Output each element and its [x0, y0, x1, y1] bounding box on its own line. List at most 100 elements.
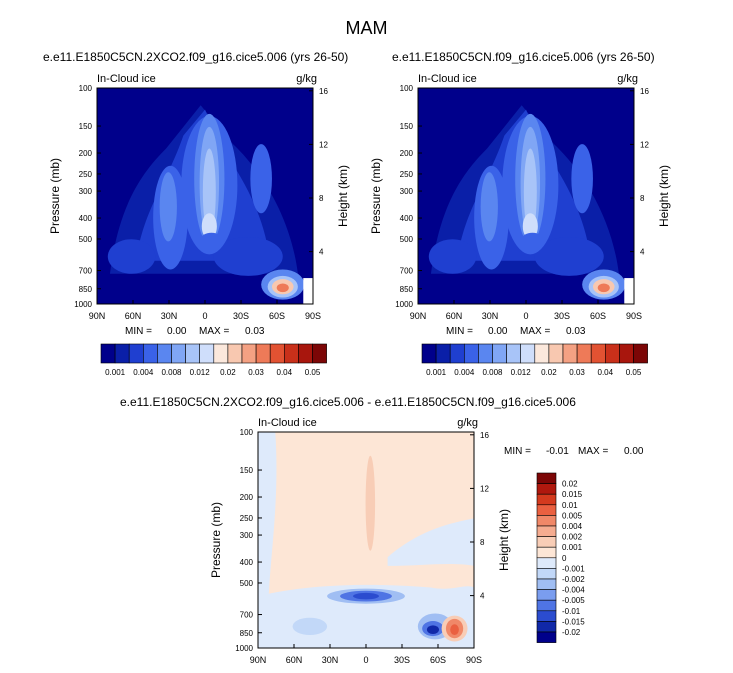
colorbar-swatch — [562, 343, 578, 364]
contour-neg-eq-3 — [353, 592, 379, 600]
x-tick-label: 30S — [394, 655, 410, 665]
colorbar-swatch — [536, 525, 557, 537]
colorbar-label: 0.015 — [562, 490, 583, 499]
colorbar-swatch — [536, 546, 557, 559]
min-label: MIN = — [446, 326, 473, 337]
colorbar-label: -0.01 — [562, 607, 581, 616]
colorbar-swatch — [590, 343, 606, 364]
colorbar-swatch — [185, 343, 201, 364]
colorbar-swatch — [269, 343, 285, 364]
panel-top-right: 90N 60N 30N 0 30S 60S 90S 100 150 200 250 300 400 500… — [369, 73, 671, 377]
x-tick-label: 60S — [590, 311, 606, 321]
max-label: MAX = — [199, 326, 229, 337]
figure-title: MAM — [345, 18, 388, 38]
pressure-tick-label: 500 — [400, 235, 414, 244]
colorbar-swatch — [536, 599, 557, 612]
colorbar-swatch — [241, 343, 257, 364]
contour-level-6 — [523, 148, 537, 235]
x-tick-label: 30S — [233, 311, 249, 321]
contour-northern-low — [428, 239, 477, 274]
colorbar-label: 0.03 — [569, 368, 585, 377]
pressure-tick-label: 850 — [240, 629, 254, 638]
contour-neg-nh-upper — [258, 432, 277, 601]
units-label: g/kg — [296, 73, 317, 85]
pressure-tick-label: 150 — [240, 466, 254, 475]
height-tick-label: 8 — [640, 194, 645, 203]
colorbar-swatch — [536, 536, 557, 548]
colorbar-swatch — [536, 483, 557, 495]
colorbar-swatch — [114, 343, 130, 364]
height-tick-label: 8 — [480, 538, 485, 547]
x-tick-label: 30N — [161, 311, 178, 321]
pressure-tick-label: 200 — [240, 493, 254, 502]
colorbar-label: 0.05 — [626, 368, 642, 377]
colorbar-swatch — [199, 343, 215, 364]
contour-level-7 — [201, 213, 217, 240]
variable-label: In-Cloud ice — [258, 417, 317, 429]
colorbar-swatch — [100, 343, 116, 364]
colorbar-label: 0.04 — [277, 368, 293, 377]
min-label: MIN = — [125, 326, 152, 337]
contour-level-6 — [202, 148, 216, 235]
contour-neg-sh-low-3 — [426, 625, 440, 634]
colorbar-swatch — [536, 472, 557, 484]
y2-axis-title: Height (km) — [336, 165, 350, 227]
colorbar-swatch — [536, 504, 557, 516]
colorbar-swatch — [536, 631, 557, 643]
max-label: MAX = — [520, 326, 550, 337]
colorbar-swatch — [576, 343, 592, 364]
contour-level-3-sh — [571, 144, 593, 214]
contour-level-7 — [522, 213, 538, 240]
colorbar-label: 0.02 — [562, 480, 578, 489]
pressure-tick-label: 150 — [79, 122, 93, 131]
pressure-tick-label: 700 — [240, 611, 254, 620]
colorbar-swatch — [283, 343, 299, 364]
height-tick-label: 4 — [480, 592, 485, 601]
height-tick-label: 12 — [319, 140, 328, 149]
max-value: 0.00 — [624, 446, 644, 457]
x-tick-label: 0 — [363, 655, 368, 665]
colorbar-swatch — [548, 343, 564, 364]
variable-label: In-Cloud ice — [418, 73, 477, 85]
height-tick-label: 16 — [640, 87, 649, 96]
colorbar-swatch — [534, 343, 550, 364]
height-tick-label: 16 — [319, 87, 328, 96]
pressure-tick-label: 400 — [79, 214, 93, 223]
x-tick-label: 90N — [89, 311, 106, 321]
contour-sh-max-4 — [276, 283, 289, 293]
colorbar-swatch — [171, 343, 186, 364]
pressure-tick-label: 1000 — [74, 300, 92, 309]
max-value: 0.03 — [245, 326, 265, 337]
height-tick-label: 12 — [480, 484, 489, 493]
colorbar-swatch — [312, 343, 327, 364]
colorbar-label: -0.015 — [562, 617, 585, 626]
pressure-tick-label: 300 — [400, 187, 414, 196]
colorbar-label: 0.05 — [305, 368, 321, 377]
x-tick-label: 30S — [554, 311, 570, 321]
max-value: 0.03 — [566, 326, 586, 337]
colorbar-label: 0.004 — [133, 368, 154, 377]
pressure-tick-label: 100 — [400, 84, 414, 93]
pressure-tick-label: 150 — [400, 122, 414, 131]
contour-level-4-nh — [480, 172, 498, 242]
x-tick-label: 0 — [202, 311, 207, 321]
colorbar-swatch — [536, 589, 557, 601]
units-label: g/kg — [617, 73, 638, 85]
colorbar-swatch — [536, 578, 557, 590]
missing-data-region — [303, 278, 313, 304]
max-label: MAX = — [578, 446, 608, 457]
height-tick-label: 12 — [640, 140, 649, 149]
colorbar-swatch — [520, 343, 536, 364]
colorbar-swatch — [536, 515, 557, 527]
contour-neg-sh-band — [387, 518, 474, 566]
pressure-tick-label: 100 — [240, 428, 254, 437]
colorbar-swatch — [619, 343, 634, 364]
contour-lower-eq — [521, 232, 544, 246]
contour-field — [258, 432, 474, 648]
contour-southern-low — [213, 237, 283, 276]
colorbar-swatch — [633, 343, 648, 364]
x-tick-label: 60S — [430, 655, 446, 665]
contour-sh-max-4 — [597, 283, 610, 293]
x-tick-label: 90N — [250, 655, 267, 665]
